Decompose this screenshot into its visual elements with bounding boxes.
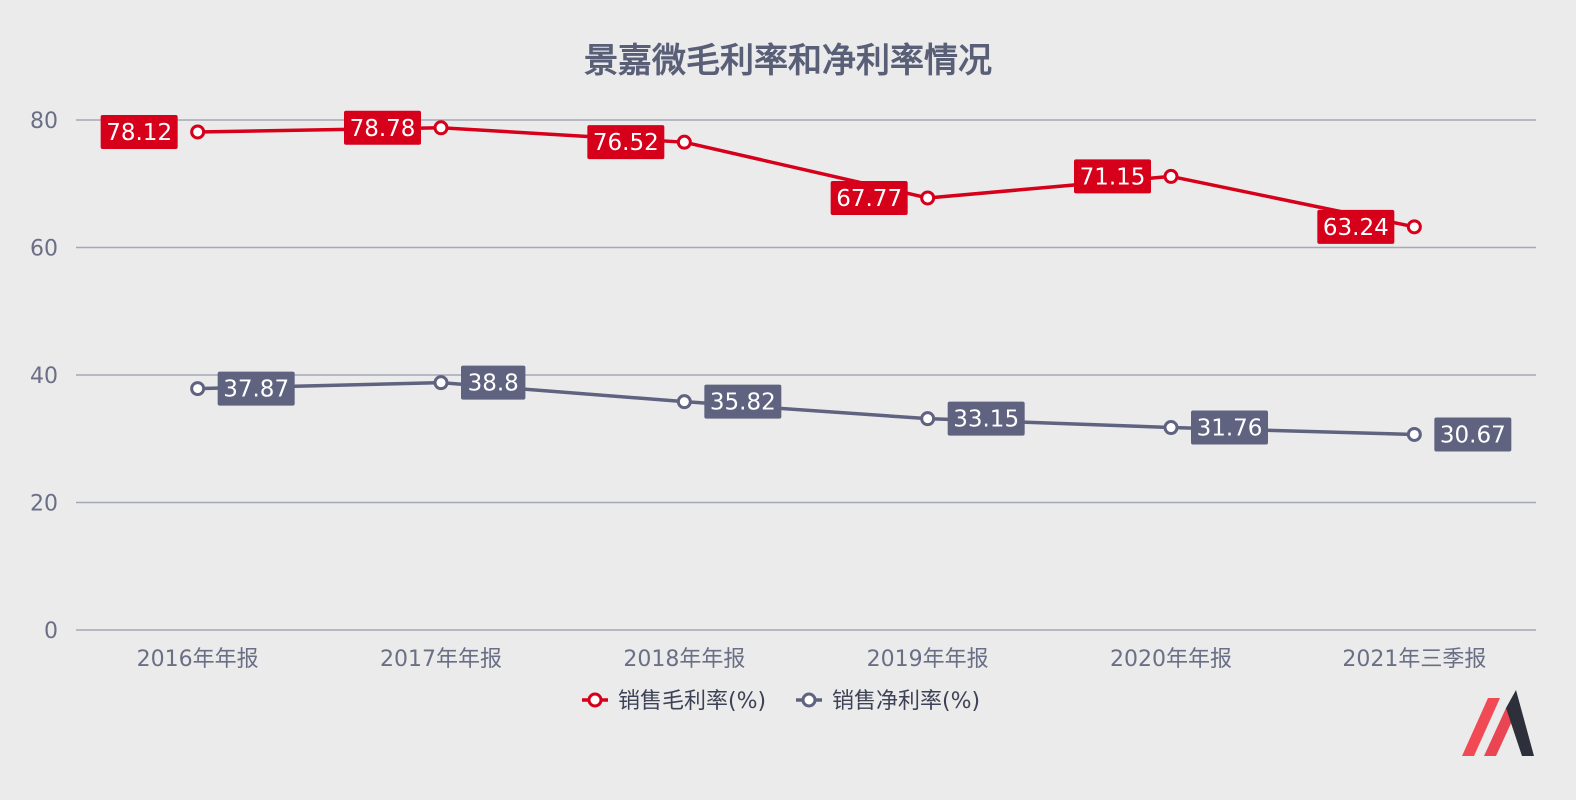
data-point bbox=[676, 394, 692, 410]
data-label: 67.77 bbox=[836, 186, 902, 212]
x-tick-label: 2017年年报 bbox=[380, 647, 502, 672]
data-label-box bbox=[1191, 410, 1268, 445]
x-tick-label: 2018年年报 bbox=[623, 647, 745, 672]
data-point bbox=[1406, 426, 1422, 442]
data-label-box bbox=[587, 125, 665, 160]
y-axis: 0 20 40 60 80 bbox=[30, 109, 58, 644]
x-tick-label: 2021年三季报 bbox=[1342, 647, 1486, 672]
legend-item-1[interactable]: 销售毛利率(%) bbox=[582, 689, 766, 714]
brand-logo-icon bbox=[1462, 690, 1534, 756]
data-label: 78.78 bbox=[350, 116, 416, 142]
data-point bbox=[1406, 219, 1422, 235]
data-label-box bbox=[461, 365, 526, 400]
legend-item-2[interactable]: 销售净利率(%) bbox=[796, 689, 980, 714]
data-label: 35.82 bbox=[710, 390, 776, 416]
data-label-box bbox=[1074, 159, 1151, 194]
y-tick-label: 40 bbox=[30, 364, 58, 389]
data-label: 63.24 bbox=[1323, 215, 1389, 241]
series-1: 78.12 78.78 76.52 67.77 71.15 63.24 bbox=[100, 110, 1422, 244]
data-point bbox=[433, 120, 449, 136]
data-label-box bbox=[344, 110, 421, 145]
series-2: 37.87 38.8 35.82 33.15 31.76 30.67 bbox=[190, 365, 1512, 452]
data-label: 76.52 bbox=[593, 130, 659, 156]
gridlines bbox=[76, 119, 1536, 631]
x-tick-label: 2020年年报 bbox=[1110, 647, 1232, 672]
y-tick-label: 60 bbox=[30, 237, 58, 262]
data-label: 31.76 bbox=[1197, 416, 1263, 442]
x-tick-label: 2016年年报 bbox=[137, 647, 259, 672]
legend-marker-icon bbox=[587, 692, 603, 708]
data-point bbox=[920, 190, 936, 206]
data-label-box bbox=[704, 384, 782, 419]
data-label: 37.87 bbox=[223, 377, 289, 403]
legend-label: 销售毛利率(%) bbox=[618, 689, 766, 714]
data-label-box bbox=[947, 401, 1025, 436]
data-label-box bbox=[1317, 209, 1395, 244]
legend-label: 销售净利率(%) bbox=[832, 689, 980, 714]
legend-marker-icon bbox=[801, 692, 817, 708]
data-point bbox=[676, 134, 692, 150]
data-label: 33.15 bbox=[953, 407, 1019, 433]
data-label: 38.8 bbox=[468, 371, 519, 397]
data-point bbox=[1163, 168, 1179, 184]
data-point bbox=[920, 411, 936, 427]
chart-title: 景嘉微毛利率和净利率情况 bbox=[584, 41, 992, 81]
x-axis: 2016年年报 2017年年报 2018年年报 2019年年报 2020年年报 2021年… bbox=[137, 647, 1487, 672]
y-tick-label: 80 bbox=[30, 109, 58, 134]
y-tick-label: 0 bbox=[44, 619, 58, 644]
data-point bbox=[1163, 420, 1179, 436]
data-point bbox=[190, 381, 206, 397]
data-point bbox=[433, 375, 449, 391]
data-label-box bbox=[217, 371, 295, 406]
legend[interactable]: 销售毛利率(%) 销售净利率(%) bbox=[582, 689, 980, 714]
data-label-box bbox=[830, 180, 908, 215]
data-label: 78.12 bbox=[106, 120, 172, 146]
y-tick-label: 20 bbox=[30, 492, 58, 517]
data-label: 30.67 bbox=[1440, 422, 1506, 448]
data-label-box bbox=[1434, 417, 1512, 452]
data-point bbox=[190, 124, 206, 140]
data-label: 71.15 bbox=[1080, 164, 1146, 190]
x-tick-label: 2019年年报 bbox=[867, 647, 989, 672]
data-label-box bbox=[100, 114, 178, 149]
